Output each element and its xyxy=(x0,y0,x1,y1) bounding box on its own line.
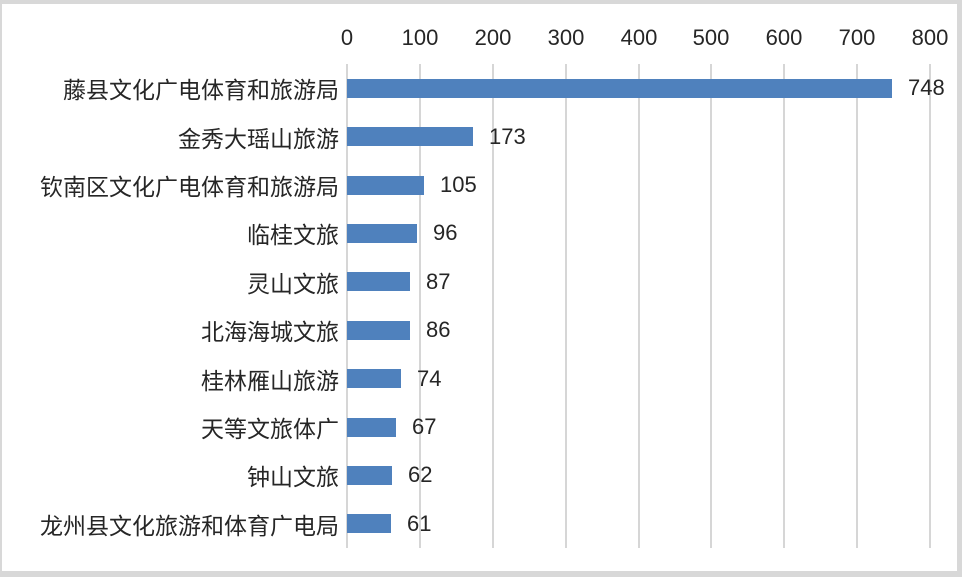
gridline xyxy=(929,64,931,548)
x-axis: 0 100 200 300 400 500 600 700 800 xyxy=(2,24,957,52)
bar xyxy=(347,127,473,147)
value-label: 62 xyxy=(408,462,433,488)
bar xyxy=(347,465,392,485)
gridline xyxy=(565,64,567,548)
x-axis-tick-label: 400 xyxy=(620,25,658,50)
category-label: 灵山文旅 xyxy=(247,270,339,297)
gridline xyxy=(710,64,712,548)
category-label: 北海海城文旅 xyxy=(201,319,339,346)
value-label: 74 xyxy=(417,365,442,391)
x-axis-tick-label: 700 xyxy=(838,25,876,50)
bar xyxy=(347,272,410,292)
x-axis-tick-label: 300 xyxy=(547,25,585,50)
x-axis-tick-label: 500 xyxy=(692,25,730,50)
value-label: 87 xyxy=(426,268,451,294)
value-label: 86 xyxy=(426,317,451,343)
gridline xyxy=(346,64,348,548)
bar xyxy=(347,417,396,437)
value-label: 67 xyxy=(412,413,437,439)
gridline xyxy=(783,64,785,548)
x-axis-tick-label: 800 xyxy=(911,25,949,50)
value-label: 61 xyxy=(407,510,432,536)
x-axis-tick-label: 0 xyxy=(340,25,354,50)
value-label: 96 xyxy=(433,220,458,246)
gridline xyxy=(638,64,640,548)
category-label: 钟山文旅 xyxy=(247,464,339,491)
bar xyxy=(347,514,391,534)
category-label: 龙州县文化旅游和体育广电局 xyxy=(40,512,339,539)
y-axis-category-labels: 藤县文化广电体育和旅游局金秀大瑶山旅游钦南区文化广电体育和旅游局临桂文旅灵山文旅… xyxy=(2,64,339,548)
category-label: 藤县文化广电体育和旅游局 xyxy=(63,77,339,104)
bar xyxy=(347,369,401,389)
category-label: 临桂文旅 xyxy=(247,222,339,249)
bar xyxy=(347,78,892,98)
bar-chart: 0 100 200 300 400 500 600 700 800 748 173 105 96 87 8… xyxy=(2,4,957,571)
category-label: 天等文旅体广 xyxy=(201,415,339,442)
x-axis-tick-label: 200 xyxy=(474,25,512,50)
value-label: 748 xyxy=(908,75,945,101)
value-label: 105 xyxy=(440,171,477,197)
category-label: 桂林雁山旅游 xyxy=(201,367,339,394)
bar xyxy=(347,223,417,243)
gridline xyxy=(419,64,421,548)
gridline xyxy=(492,64,494,548)
value-label: 173 xyxy=(489,123,526,149)
plot-area: 748 173 105 96 87 86 74 67 62 61 xyxy=(346,64,945,548)
category-label: 钦南区文化广电体育和旅游局 xyxy=(40,173,339,200)
bar xyxy=(347,320,410,340)
x-axis-tick-label: 100 xyxy=(401,25,439,50)
category-label: 金秀大瑶山旅游 xyxy=(178,125,339,152)
gridline xyxy=(856,64,858,548)
bar xyxy=(347,175,424,195)
x-axis-tick-label: 600 xyxy=(765,25,803,50)
